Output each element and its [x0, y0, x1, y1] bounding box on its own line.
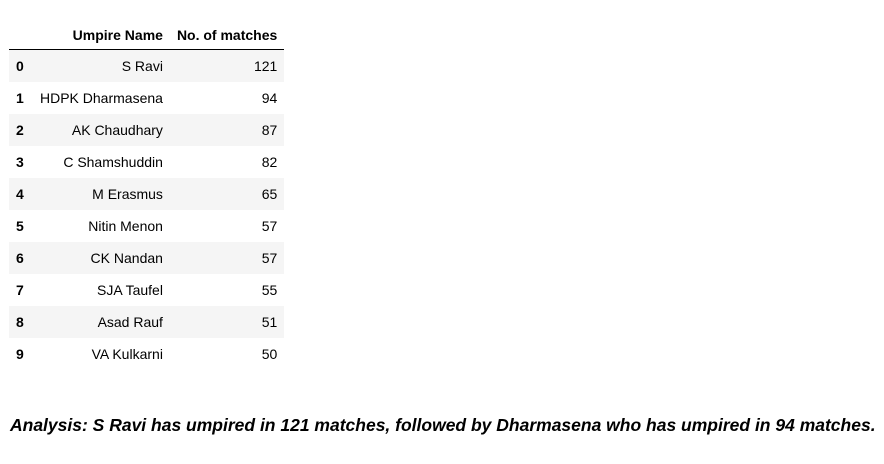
table-row: 0 S Ravi 121: [9, 49, 285, 82]
umpire-name-cell: CK Nandan: [90, 249, 163, 266]
matches-column-header: No. of matches: [169, 20, 285, 50]
matches-cell: 50: [261, 345, 278, 362]
umpire-table: Umpire Name No. of matches 0 S Ravi 1 2 1 …: [9, 20, 285, 370]
dataframe-output: Umpire Name No. of matches 0 S Ravi 1 2 1 …: [9, 20, 285, 370]
matches-cell: 82: [261, 153, 278, 170]
table-row: 6 CK Nandan 57: [9, 241, 285, 274]
matches-cell: 94: [261, 89, 278, 106]
umpire-name-cell: HDPK Dharmasena: [40, 89, 163, 106]
umpire-name-cell: SJA Taufel: [97, 281, 163, 298]
row-index: 5: [16, 217, 24, 234]
table-row: 1 HDPK Dharmasena 94: [9, 81, 285, 114]
umpire-name-cell: AK Chaudhary: [71, 121, 163, 138]
matches-cell: 57: [261, 249, 278, 266]
umpire-name-cell: Asad Rauf: [97, 313, 163, 330]
matches-cell: 87: [261, 121, 278, 138]
umpire-name-column-header: Umpire Name: [33, 20, 170, 50]
index-column-header: [9, 20, 33, 50]
table-row: 2 AK Chaudhary 87: [9, 113, 285, 146]
table-row: 5 Nitin Menon 57: [9, 209, 285, 242]
matches-cell: 55: [261, 281, 278, 298]
row-index: 9: [16, 345, 24, 362]
matches-cell: 65: [261, 185, 278, 202]
umpire-name-cell: C Shamshuddin: [63, 153, 163, 170]
row-index: 1: [16, 89, 24, 106]
row-index: 6: [16, 249, 24, 266]
umpire-name-cell: VA Kulkarni: [91, 345, 163, 362]
umpire-name-cell: S Ravi: [121, 57, 163, 74]
umpire-name-cell: Nitin Menon: [88, 217, 163, 234]
row-index: 3: [16, 153, 24, 170]
table-header-row: Umpire Name No. of matches: [9, 20, 285, 50]
matches-cell: 51: [261, 313, 278, 330]
row-index: 0: [16, 57, 24, 74]
table-row: 9 VA Kulkarni 50: [9, 337, 285, 370]
row-index: 7: [16, 281, 24, 298]
row-index: 4: [16, 185, 24, 202]
umpire-name-cell: M Erasmus: [92, 185, 163, 202]
table-row: 4 M Erasmus 65: [9, 177, 285, 210]
table-row: 7 SJA Taufel 55: [9, 273, 285, 306]
matches-cell: 57: [261, 217, 278, 234]
matches-cell: 121: [253, 57, 278, 74]
table-row: 8 Asad Rauf 51: [9, 305, 285, 338]
analysis-text: Analysis: S Ravi has umpired in 121 matc…: [10, 415, 876, 435]
row-index: 2: [16, 121, 24, 138]
row-index: 8: [16, 313, 24, 330]
table-row: 3 C Shamshuddin 82: [9, 145, 285, 178]
